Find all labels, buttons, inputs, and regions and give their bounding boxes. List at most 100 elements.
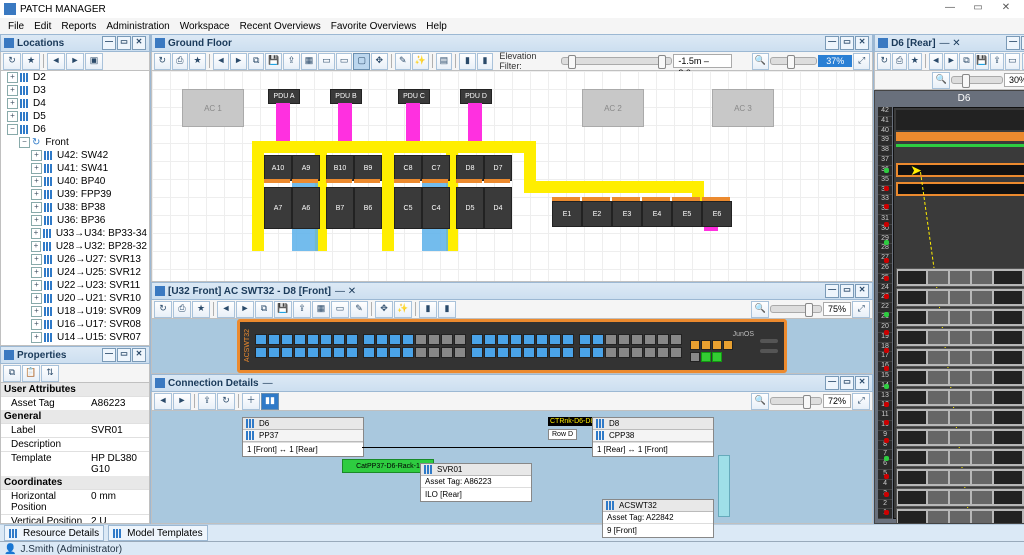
export-button[interactable]: ⇪ <box>198 393 216 410</box>
switch-port[interactable] <box>562 347 574 358</box>
switch-port[interactable] <box>510 347 522 358</box>
floor-cabinet[interactable]: E3 <box>612 201 642 227</box>
tree-node[interactable]: +D5 <box>1 110 149 123</box>
switch-port[interactable] <box>618 334 630 345</box>
menu-file[interactable]: File <box>4 21 28 32</box>
switch-port[interactable] <box>523 334 535 345</box>
switch-port[interactable] <box>402 334 414 345</box>
floor-cabinet[interactable]: E2 <box>582 201 612 227</box>
switch-port[interactable] <box>441 347 453 358</box>
export-button[interactable]: ⇪ <box>990 53 1004 70</box>
switch-port[interactable] <box>389 347 401 358</box>
pane-max-button[interactable]: ▭ <box>840 376 854 390</box>
switch-port[interactable] <box>255 334 267 345</box>
switch-port[interactable] <box>657 334 669 345</box>
rack-server[interactable] <box>896 428 1024 447</box>
rack-server[interactable] <box>896 508 1024 524</box>
zoom-slider[interactable] <box>770 57 818 65</box>
switch-port[interactable] <box>523 347 535 358</box>
tag-button[interactable]: ▮ <box>419 301 437 318</box>
switch-port[interactable] <box>618 347 630 358</box>
copy-button[interactable]: ⧉ <box>3 365 21 382</box>
rack-patch-panel[interactable] <box>896 182 1024 196</box>
floor-cabinet[interactable]: B6 <box>354 187 382 229</box>
tree-node[interactable]: +U28→U32: BP28-32 <box>1 240 149 253</box>
fwd-button[interactable]: ► <box>236 301 254 318</box>
tree-node[interactable]: +U20→U21: SVR10 <box>1 292 149 305</box>
tree-node[interactable]: +U36: BP36 <box>1 214 149 227</box>
report-button[interactable]: ▤ <box>436 53 453 70</box>
zoom-reset-button[interactable]: ⤢ <box>852 301 870 318</box>
floor-cabinet[interactable]: A6 <box>292 187 320 229</box>
rack-server[interactable] <box>896 408 1024 427</box>
switch-port[interactable] <box>510 334 522 345</box>
sort-button[interactable]: ⇅ <box>41 365 59 382</box>
rack-server[interactable] <box>896 468 1024 487</box>
tree-node[interactable]: +D3 <box>1 84 149 97</box>
grid-button[interactable]: ▦ <box>301 53 318 70</box>
switch-port[interactable] <box>307 334 319 345</box>
floor-canvas[interactable]: AC 1 AC 2 AC 3 PDU A PDU B PDU C PDU D <box>151 71 873 282</box>
menu-fav[interactable]: Favorite Overviews <box>327 21 421 32</box>
conn-canvas[interactable]: D6 PP37 1 [Front] ↔ 1 [Rear] CatPP37-D6-… <box>151 411 873 524</box>
layer-button[interactable]: ▭ <box>331 301 349 318</box>
pane-close-button[interactable]: ✕ <box>855 376 869 390</box>
switch-port[interactable] <box>255 347 267 358</box>
pane-close-button[interactable]: ✕ <box>855 36 869 50</box>
tool-button[interactable]: ✎ <box>395 53 412 70</box>
save-button[interactable]: 💾 <box>274 301 292 318</box>
switch-port[interactable] <box>294 347 306 358</box>
pan-button[interactable]: ✥ <box>375 301 393 318</box>
floor-cabinet[interactable]: B10 <box>326 155 354 181</box>
switch-port[interactable] <box>605 347 617 358</box>
zoom-fit-button[interactable]: 🔍 <box>751 393 769 410</box>
switch-canvas[interactable]: ACSWT32 JunOS <box>151 319 873 374</box>
forward-button[interactable]: ► <box>66 53 84 70</box>
fwd-button[interactable]: ► <box>173 393 191 410</box>
back-button[interactable]: ◄ <box>47 53 65 70</box>
tool-button[interactable]: ✎ <box>350 301 368 318</box>
pane-max-button[interactable]: ▭ <box>117 348 131 362</box>
prop-row[interactable]: Horizontal Position0 mm <box>1 489 149 514</box>
add-button[interactable]: ＋ <box>242 393 260 410</box>
switch-port[interactable] <box>536 334 548 345</box>
tree-node[interactable]: −D6 <box>1 123 149 136</box>
tree-node[interactable]: +U18→U19: SVR09 <box>1 305 149 318</box>
rack-server[interactable] <box>896 448 1024 467</box>
switch-port[interactable] <box>415 347 427 358</box>
minimize-button[interactable]: — <box>936 1 964 17</box>
pane-max-button[interactable]: ▭ <box>117 36 131 50</box>
zoom-fit-button[interactable]: 🔍 <box>751 301 769 318</box>
switch-port[interactable] <box>644 347 656 358</box>
floor-cabinet[interactable]: E5 <box>672 201 702 227</box>
tag2-button[interactable]: ▮ <box>438 301 456 318</box>
view-button[interactable]: ▮▮ <box>261 393 279 410</box>
layer-button[interactable]: ▭ <box>1005 53 1019 70</box>
switch-port[interactable] <box>363 334 375 345</box>
pane-close-button[interactable]: ✕ <box>132 348 146 362</box>
layer2-button[interactable]: ▭ <box>336 53 353 70</box>
menu-edit[interactable]: Edit <box>30 21 55 32</box>
pane-max-button[interactable]: ▭ <box>840 284 854 298</box>
back-button[interactable]: ◄ <box>929 53 943 70</box>
locations-tree[interactable]: +D2+D3+D4+D5−D6−↻Front+U42: SW42+U41: SW… <box>0 71 150 346</box>
rack-canvas[interactable]: D6 4241403938373635343332313029282726252… <box>874 90 1024 524</box>
rack-device[interactable] <box>896 132 1024 141</box>
switch-port[interactable] <box>579 334 591 345</box>
magic-button[interactable]: ✨ <box>394 301 412 318</box>
menu-workspace[interactable]: Workspace <box>176 21 234 32</box>
tree-node[interactable]: +U14→U15: SVR07 <box>1 331 149 344</box>
menu-reports[interactable]: Reports <box>57 21 100 32</box>
back-button[interactable]: ◄ <box>154 393 172 410</box>
maximize-button[interactable]: ▭ <box>964 1 992 17</box>
switch-port[interactable] <box>454 347 466 358</box>
switch-port[interactable] <box>333 334 345 345</box>
floor-cabinet[interactable]: D8 <box>456 155 484 181</box>
pane-max-button[interactable]: ▭ <box>840 36 854 50</box>
switch-port[interactable] <box>376 347 388 358</box>
pdu[interactable]: PDU D <box>460 89 492 104</box>
save-button[interactable]: 💾 <box>975 53 989 70</box>
tab-resource-details[interactable]: Resource Details <box>4 525 104 541</box>
tree-node[interactable]: +U38: BP38 <box>1 201 149 214</box>
switch-port[interactable] <box>389 334 401 345</box>
